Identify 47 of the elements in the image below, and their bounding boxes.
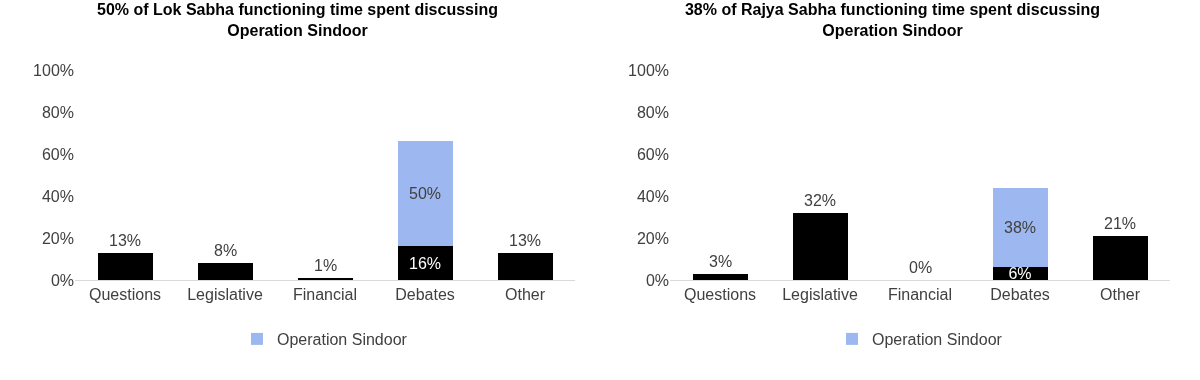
data-label: 6% — [1008, 265, 1032, 283]
x-tick-label: Questions — [683, 286, 757, 304]
bar — [197, 263, 253, 280]
data-label: 13% — [509, 232, 542, 249]
y-tick-label: 100% — [628, 61, 669, 79]
x-tick-label: Other — [1099, 286, 1141, 304]
y-tick-label: 0% — [50, 271, 74, 289]
y-tick-label: 0% — [645, 271, 669, 289]
data-label: 50% — [408, 185, 442, 203]
y-tick-label: 80% — [41, 103, 74, 121]
x-tick-label: Other — [504, 286, 546, 304]
bar — [397, 141, 453, 247]
x-tick-label: Questions — [88, 286, 162, 304]
data-label: 13% — [109, 232, 142, 249]
bar — [97, 252, 153, 280]
y-tick-label: 40% — [41, 187, 74, 205]
y-tick-label: 20% — [636, 229, 669, 247]
y-tick-label: 60% — [41, 145, 74, 163]
y-tick-label: 60% — [636, 145, 669, 163]
y-tick-label: 100% — [33, 61, 74, 79]
bar — [497, 252, 553, 280]
bar — [992, 187, 1048, 268]
data-label: 3% — [709, 253, 733, 270]
chart-title: 38% of Rajya Sabha functioning time spent discussing Operation Sindoor — [684, 1, 1101, 39]
data-label: 32% — [804, 192, 837, 209]
x-tick-label: Legislative — [782, 286, 858, 304]
x-tick-label: Debates — [395, 286, 455, 304]
data-label: 21% — [1104, 215, 1137, 232]
bar — [297, 277, 353, 280]
chart-title: 50% of Lok Sabha functioning time spent discussing Operation Sindoor — [97, 1, 498, 39]
data-label: 8% — [214, 242, 238, 259]
data-label: 38% — [1003, 219, 1037, 236]
data-label: 1% — [314, 257, 338, 274]
y-tick-label: 20% — [41, 229, 74, 247]
legend-label: Operation Sindoor — [277, 331, 408, 349]
data-label: 16% — [408, 254, 442, 272]
x-tick-label: Legislative — [187, 286, 263, 304]
bar — [792, 212, 848, 280]
legend-label: Operation Sindoor — [872, 331, 1003, 349]
data-label: 0% — [909, 259, 933, 276]
y-tick-label: 40% — [636, 187, 669, 205]
y-tick-label: 80% — [636, 103, 669, 121]
bar — [1092, 235, 1148, 280]
bar — [692, 273, 748, 280]
x-tick-label: Financial — [887, 286, 953, 304]
x-tick-label: Debates — [990, 286, 1050, 304]
x-tick-label: Financial — [292, 286, 358, 304]
